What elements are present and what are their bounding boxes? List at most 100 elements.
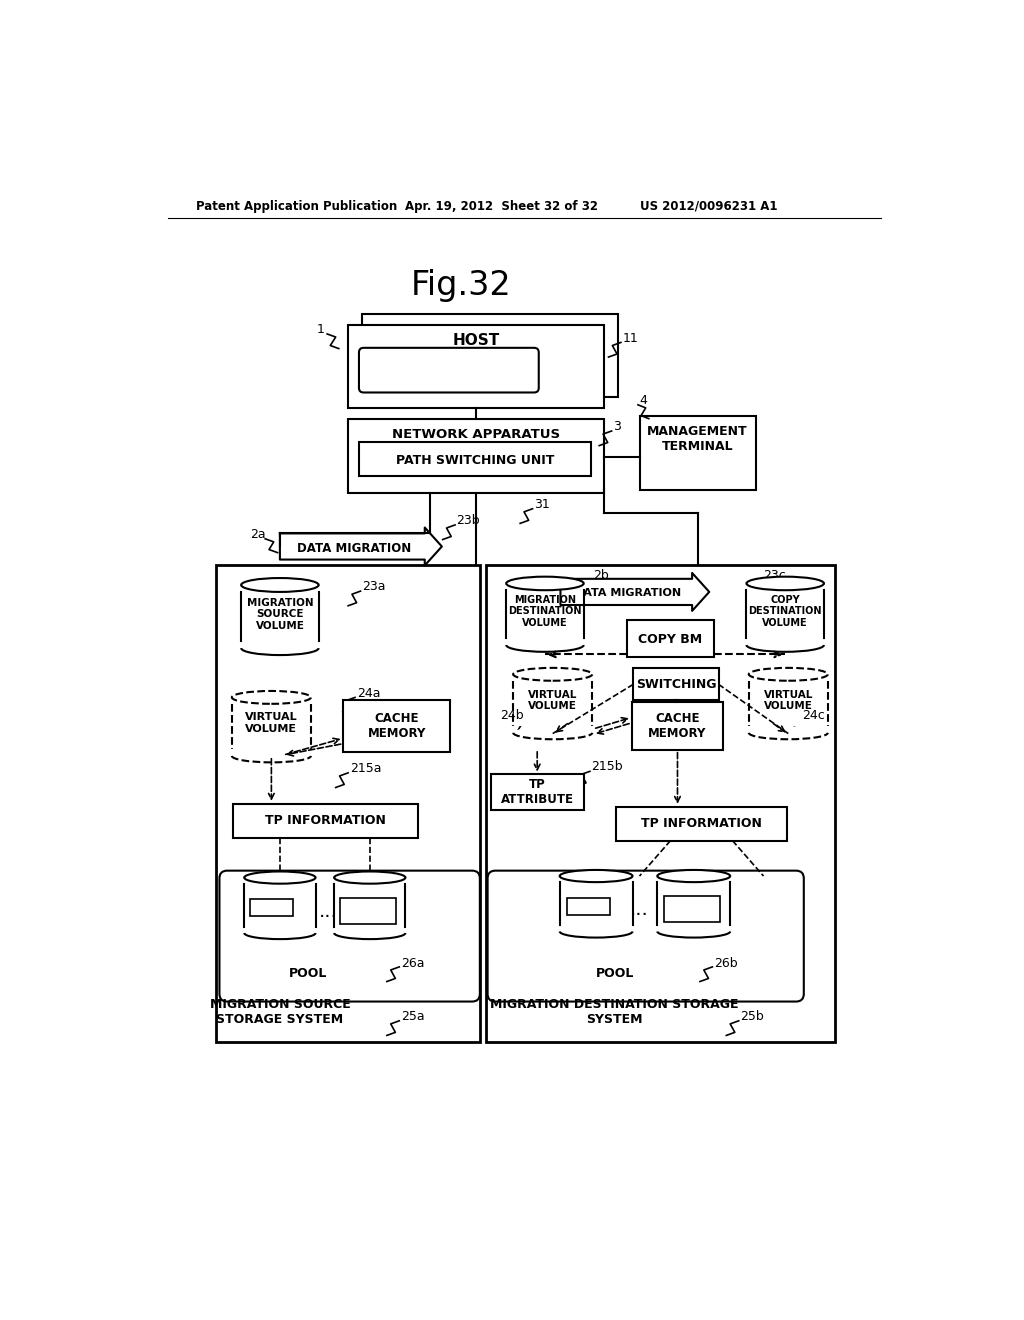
Ellipse shape [560, 925, 633, 937]
Bar [348, 325, 604, 408]
Text: MIGRATION DESTINATION STORAGE
SYSTEM: MIGRATION DESTINATION STORAGE SYSTEM [490, 998, 739, 1026]
Bar [362, 314, 617, 397]
Text: NETWORK APPARATUS: NETWORK APPARATUS [392, 428, 560, 441]
FancyBboxPatch shape [219, 871, 480, 1002]
Text: 31: 31 [535, 499, 550, 511]
Ellipse shape [560, 870, 633, 882]
Bar [632, 702, 723, 750]
Text: 11: 11 [623, 333, 638, 345]
Text: POOL: POOL [596, 966, 634, 979]
Ellipse shape [334, 927, 406, 939]
Text: 215a: 215a [349, 762, 381, 775]
Text: HOST: HOST [453, 333, 500, 347]
Text: MIGRATION SOURCE
STORAGE SYSTEM: MIGRATION SOURCE STORAGE SYSTEM [210, 998, 350, 1026]
Text: US 2012/0096231 A1: US 2012/0096231 A1 [640, 199, 777, 213]
Ellipse shape [334, 871, 406, 883]
Ellipse shape [231, 690, 311, 704]
Text: DATA MIGRATION: DATA MIGRATION [297, 541, 412, 554]
Polygon shape [280, 528, 442, 565]
Text: ...: ... [630, 900, 649, 920]
Text: COPY BM: COPY BM [638, 634, 702, 647]
Bar [513, 675, 592, 726]
Bar [746, 583, 824, 639]
Text: 25a: 25a [400, 1010, 424, 1023]
Ellipse shape [749, 726, 827, 739]
Text: 25b: 25b [740, 1010, 764, 1023]
Bar [343, 700, 451, 752]
FancyBboxPatch shape [487, 871, 804, 1002]
Ellipse shape [506, 639, 584, 652]
Bar [566, 898, 610, 915]
Text: CACHE
MEMORY: CACHE MEMORY [648, 711, 707, 741]
Text: PAGE: PAGE [257, 903, 286, 913]
Ellipse shape [746, 639, 824, 652]
Text: PATH SWITCHING UNIT: PATH SWITCHING UNIT [396, 454, 554, 467]
Text: VIRTUAL
VOLUME: VIRTUAL VOLUME [528, 689, 578, 711]
Ellipse shape [241, 642, 318, 655]
Bar [506, 583, 584, 639]
Text: 23a: 23a [362, 579, 386, 593]
Text: MIGRATION
SOURCE
VOLUME: MIGRATION SOURCE VOLUME [247, 598, 313, 631]
Ellipse shape [513, 668, 592, 681]
FancyBboxPatch shape [359, 348, 539, 392]
Ellipse shape [241, 578, 318, 591]
Text: APPLICATION PROGRAM: APPLICATION PROGRAM [365, 366, 532, 379]
Text: 24b: 24b [500, 709, 523, 722]
Bar [627, 620, 714, 657]
Text: TP INFORMATION: TP INFORMATION [265, 814, 386, 828]
Text: 2b: 2b [593, 569, 608, 582]
Text: SWITCHING: SWITCHING [636, 677, 716, 690]
Bar [216, 565, 480, 1043]
Bar [640, 416, 756, 490]
Text: 24a: 24a [356, 686, 380, 700]
Text: Apr. 19, 2012  Sheet 32 of 32: Apr. 19, 2012 Sheet 32 of 32 [406, 199, 598, 213]
Bar [616, 807, 786, 841]
Ellipse shape [746, 577, 824, 590]
Bar [486, 565, 835, 1043]
Ellipse shape [749, 668, 827, 681]
Ellipse shape [245, 927, 315, 939]
Bar [231, 697, 311, 750]
Bar [657, 876, 730, 925]
Text: MIGRATION
DESTINATION
VOLUME: MIGRATION DESTINATION VOLUME [508, 594, 582, 628]
Text: 23b: 23b [457, 513, 480, 527]
Ellipse shape [245, 871, 315, 883]
Polygon shape [560, 573, 710, 611]
Ellipse shape [506, 577, 584, 590]
Bar [749, 675, 827, 726]
Text: TP INFORMATION: TP INFORMATION [641, 817, 762, 830]
Text: ...: ... [318, 902, 337, 921]
Text: 23c: 23c [764, 569, 786, 582]
Bar [560, 876, 633, 925]
Bar [233, 804, 418, 838]
Ellipse shape [513, 726, 592, 739]
Bar [340, 898, 396, 924]
Text: 4: 4 [640, 393, 647, 407]
Text: VIRTUAL
VOLUME: VIRTUAL VOLUME [764, 689, 813, 711]
Text: 24c: 24c [802, 709, 825, 722]
Text: COPY
DESTINATION
VOLUME: COPY DESTINATION VOLUME [749, 594, 822, 628]
Text: DATA MIGRATION: DATA MIGRATION [574, 589, 681, 598]
Text: POOL: POOL [289, 966, 327, 979]
Bar [334, 878, 406, 927]
Text: VIRTUAL
VOLUME: VIRTUAL VOLUME [245, 711, 298, 734]
Text: Patent Application Publication: Patent Application Publication [197, 199, 397, 213]
Text: TP
ATTRIBUTE: TP ATTRIBUTE [501, 777, 573, 807]
Text: 215b: 215b [592, 760, 623, 774]
Bar [490, 775, 584, 810]
Text: PAGE: PAGE [574, 902, 602, 912]
Bar [633, 668, 719, 701]
Text: 26a: 26a [400, 957, 424, 970]
Text: 3: 3 [613, 420, 621, 433]
Text: CACHE
MEMORY: CACHE MEMORY [368, 711, 426, 741]
Text: 2a: 2a [251, 528, 266, 541]
Ellipse shape [657, 925, 730, 937]
Bar [665, 896, 720, 923]
Text: Fig.32: Fig.32 [411, 269, 512, 302]
Bar [245, 878, 315, 927]
Text: MANAGEMENT
TERMINAL: MANAGEMENT TERMINAL [647, 425, 748, 453]
Ellipse shape [231, 750, 311, 763]
Bar [348, 418, 604, 492]
Bar [359, 442, 592, 475]
Ellipse shape [657, 870, 730, 882]
